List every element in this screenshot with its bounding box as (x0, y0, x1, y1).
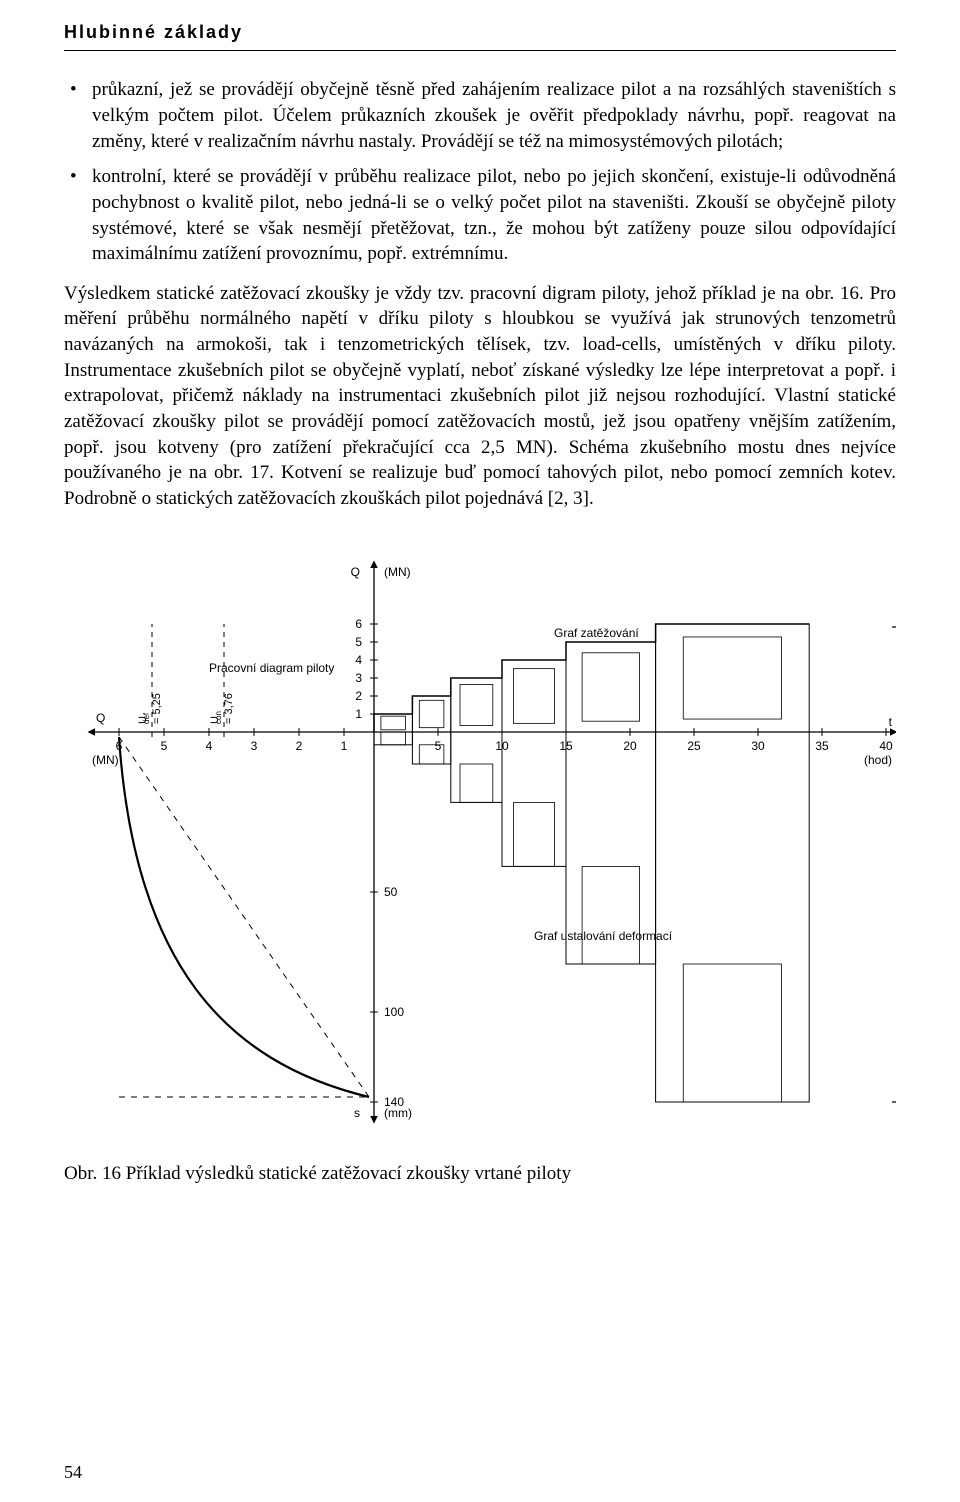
svg-text:Q: Q (351, 565, 360, 579)
body-paragraph: Výsledkem statické zatěžovací zkoušky je… (64, 281, 896, 512)
svg-text:2: 2 (296, 739, 303, 753)
svg-text:Graf zatěžování: Graf zatěžování (554, 626, 639, 640)
svg-text:50: 50 (384, 885, 398, 899)
running-head: Hlubinné základy (64, 20, 896, 44)
bullet-item: průkazní, jež se provádějí obyčejně těsn… (64, 77, 896, 154)
svg-text:def: def (142, 712, 151, 724)
svg-text:Q: Q (96, 711, 105, 725)
svg-text:= 5,25: = 5,25 (151, 693, 163, 724)
svg-text:Pracovní diagram piloty: Pracovní diagram piloty (209, 661, 334, 675)
svg-text:100: 100 (384, 1005, 404, 1019)
svg-text:(MN): (MN) (384, 565, 411, 579)
bullet-list: průkazní, jež se provádějí obyčejně těsn… (64, 77, 896, 266)
svg-text:30: 30 (751, 739, 765, 753)
svg-text:1: 1 (341, 739, 348, 753)
svg-text:Graf ustalování deformací: Graf ustalování deformací (534, 929, 673, 943)
svg-text:4: 4 (206, 739, 213, 753)
svg-text:(mm): (mm) (384, 1106, 412, 1120)
svg-text:5: 5 (161, 739, 168, 753)
header-rule (64, 50, 896, 51)
svg-text:1: 1 (355, 707, 362, 721)
svg-text:40: 40 (879, 739, 893, 753)
svg-text:5: 5 (355, 635, 362, 649)
svg-text:2: 2 (355, 689, 362, 703)
svg-text:con: con (214, 711, 223, 724)
page-number: 54 (64, 1460, 82, 1484)
svg-text:(MN): (MN) (92, 753, 119, 767)
svg-text:t: t (889, 715, 893, 729)
svg-text:3: 3 (355, 671, 362, 685)
svg-text:35: 35 (815, 739, 829, 753)
bullet-item: kontrolní, které se provádějí v průběhu … (64, 164, 896, 267)
svg-text:20: 20 (623, 739, 637, 753)
svg-text:4: 4 (355, 653, 362, 667)
figure-svg: 654321Q(MN)123456Q(MN)510152025303540t(h… (64, 542, 896, 1132)
svg-text:25: 25 (687, 739, 701, 753)
svg-text:6: 6 (355, 617, 362, 631)
svg-text:= 3,76: = 3,76 (223, 693, 235, 724)
svg-text:s: s (354, 1106, 360, 1120)
svg-text:5: 5 (435, 739, 442, 753)
svg-text:(hod): (hod) (864, 753, 892, 767)
figure-16: 654321Q(MN)123456Q(MN)510152025303540t(h… (64, 542, 896, 1140)
figure-caption: Obr. 16 Příklad výsledků statické zatěžo… (64, 1161, 896, 1187)
svg-text:3: 3 (251, 739, 258, 753)
